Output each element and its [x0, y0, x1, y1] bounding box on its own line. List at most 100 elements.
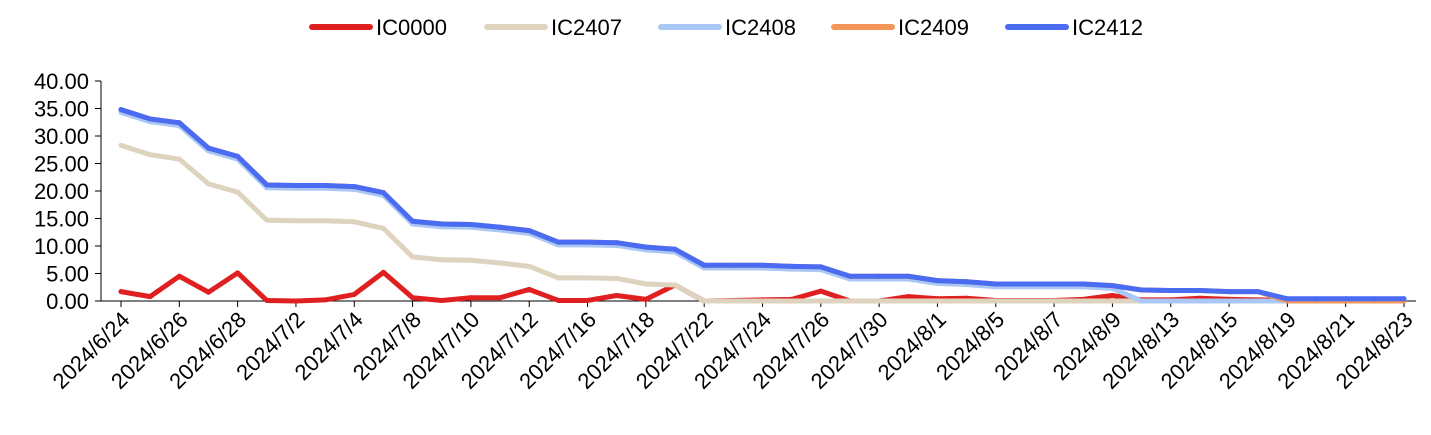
data-point-ic0000: [905, 294, 911, 300]
data-point-ic0000: [380, 269, 386, 275]
data-point-ic2412: [468, 222, 474, 228]
data-point-ic2412: [701, 262, 707, 268]
data-point-ic2407: [730, 298, 736, 304]
data-point-ic2407: [410, 254, 416, 260]
data-point-ic2407: [1080, 298, 1086, 304]
data-point-ic2407: [351, 219, 357, 225]
data-point-ic2412: [1314, 296, 1320, 302]
data-point-ic2412: [818, 264, 824, 270]
data-point-ic2408: [1168, 298, 1174, 304]
data-point-ic2412: [847, 273, 853, 279]
data-point-ic2407: [497, 260, 503, 266]
data-point-ic2412: [235, 153, 241, 159]
data-point-ic2407: [526, 263, 532, 269]
data-point-ic2407: [439, 257, 445, 263]
data-point-ic2407: [322, 218, 328, 224]
data-point-ic0000: [205, 289, 211, 295]
data-point-ic2412: [497, 224, 503, 230]
data-point-ic0000: [497, 295, 503, 301]
data-point-ic2412: [1197, 288, 1203, 294]
data-point-ic2407: [205, 181, 211, 187]
data-point-ic2407: [235, 189, 241, 195]
data-point-ic2412: [760, 262, 765, 268]
data-point-ic2407: [1022, 298, 1028, 304]
data-point-ic0000: [264, 297, 270, 303]
data-point-ic2412: [1080, 281, 1086, 287]
data-point-ic0000: [439, 297, 445, 303]
data-point-ic2407: [934, 298, 940, 304]
data-point-ic0000: [118, 289, 124, 295]
series-line-ic2408: [118, 109, 1407, 304]
data-point-ic2412: [1372, 296, 1378, 302]
legend-item-ic2408: IC2408: [658, 15, 796, 40]
data-point-ic2407: [614, 275, 620, 281]
y-tick-label: 25.00: [34, 152, 89, 177]
data-point-ic0000: [555, 297, 561, 303]
data-point-ic2407: [380, 225, 386, 231]
data-point-ic2412: [1343, 296, 1349, 302]
legend-label: IC2407: [551, 15, 622, 40]
series-ic2412: [118, 107, 1407, 302]
data-point-ic2407: [176, 156, 182, 162]
data-point-ic0000: [176, 273, 182, 279]
data-point-ic2412: [439, 221, 445, 227]
data-point-ic2412: [1226, 289, 1232, 295]
x-axis: 2024/6/242024/6/262024/6/282024/7/22024/…: [48, 300, 1418, 394]
data-point-ic2412: [205, 145, 211, 151]
data-point-ic0000: [585, 297, 591, 303]
data-point-ic0000: [235, 270, 241, 276]
data-point-ic2407: [760, 298, 765, 304]
y-tick-label: 0.00: [46, 289, 89, 314]
data-point-ic2412: [1139, 287, 1145, 293]
data-point-ic2412: [730, 262, 736, 268]
data-point-ic0000: [351, 291, 357, 297]
data-point-ic2407: [555, 275, 561, 281]
data-point-ic0000: [322, 297, 328, 303]
legend-label: IC2409: [898, 15, 969, 40]
data-point-ic2407: [468, 257, 474, 263]
data-point-ic2412: [614, 240, 620, 246]
data-point-ic2412: [672, 246, 678, 252]
series-line-ic2409: [118, 107, 1407, 304]
data-point-ic0000: [293, 298, 299, 304]
data-point-ic2407: [876, 298, 882, 304]
data-point-ic2412: [1401, 296, 1407, 302]
legend-item-ic2409: IC2409: [831, 15, 969, 40]
data-point-ic2412: [1255, 289, 1261, 295]
legend: IC0000 IC2407 IC2408 IC2409 IC2412: [309, 15, 1143, 40]
data-point-ic2407: [993, 298, 999, 304]
legend-item-ic2407: IC2407: [484, 15, 622, 40]
data-point-ic2412: [643, 244, 649, 250]
y-tick-label: 10.00: [34, 234, 89, 259]
data-point-ic2407: [118, 142, 124, 148]
data-point-ic2412: [526, 228, 532, 234]
data-point-ic2407: [672, 282, 678, 288]
y-tick-label: 5.00: [46, 262, 89, 287]
data-point-ic2407: [964, 298, 970, 304]
data-point-ic2412: [351, 184, 357, 190]
data-point-ic2412: [1284, 296, 1290, 302]
data-point-ic2412: [876, 273, 882, 279]
data-point-ic2412: [1109, 283, 1115, 289]
y-tick-label: 40.00: [34, 69, 89, 94]
data-point-ic0000: [1109, 293, 1115, 298]
data-point-ic2407: [293, 218, 299, 224]
series-line-ic0000: [118, 269, 1407, 304]
data-point-ic2412: [964, 279, 970, 285]
data-point-ic2407: [789, 298, 795, 304]
data-point-ic2412: [410, 218, 416, 224]
legend-label: IC0000: [376, 15, 447, 40]
data-point-ic2407: [585, 275, 591, 281]
data-point-ic2412: [1022, 281, 1028, 287]
y-tick-label: 20.00: [34, 179, 89, 204]
legend-label: IC2408: [725, 15, 796, 40]
data-point-ic0000: [468, 295, 474, 301]
data-point-ic2407: [818, 298, 824, 304]
y-tick-label: 30.00: [34, 124, 89, 149]
y-tick-label: 35.00: [34, 97, 89, 122]
data-point-ic0000: [818, 288, 824, 294]
data-point-ic0000: [614, 293, 620, 298]
